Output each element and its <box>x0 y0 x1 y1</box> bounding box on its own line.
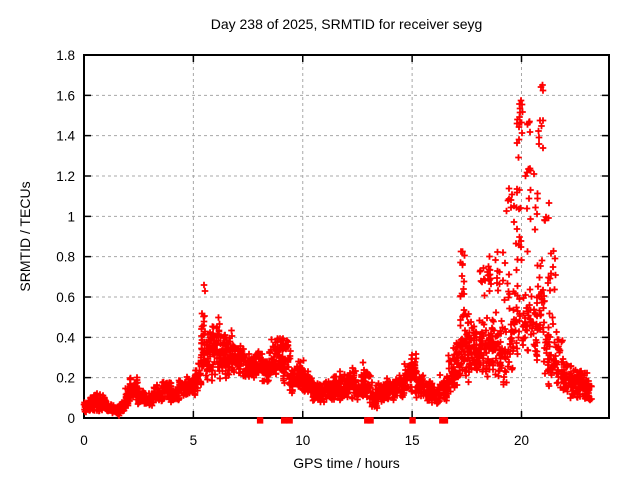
y-tick-label: 1.8 <box>56 48 75 63</box>
x-tick-label: 0 <box>80 433 88 448</box>
y-tick-label: 0.2 <box>56 371 75 386</box>
x-axis-label: GPS time / hours <box>293 455 400 471</box>
flagged-zero-marker <box>441 417 449 424</box>
y-tick-label: 0.4 <box>56 330 75 345</box>
gridlines <box>84 55 609 418</box>
x-tick-label: 5 <box>190 433 198 448</box>
flagged-zero-marker <box>364 417 371 424</box>
scatter-points <box>80 81 595 419</box>
flagged-zero-marker <box>409 417 416 424</box>
chart-title: Day 238 of 2025, SRMTID for receiver sey… <box>211 16 483 32</box>
x-tick-label: 15 <box>405 433 420 448</box>
axis-ticks <box>83 54 609 419</box>
y-tick-label: 1.6 <box>56 88 75 103</box>
y-tick-label: 1.4 <box>56 129 75 144</box>
plot-border <box>83 54 610 419</box>
flagged-zero-marker <box>367 417 374 424</box>
y-tick-label: 0.8 <box>56 250 75 265</box>
x-tick-label: 10 <box>295 433 310 448</box>
y-tick-label: 0 <box>67 411 75 426</box>
flagged-zero-marker <box>286 417 293 424</box>
flagged-zero-marker <box>280 417 288 424</box>
flagged-zero-points <box>256 417 449 424</box>
y-tick-label: 1.2 <box>56 169 75 184</box>
y-tick-label: 0.6 <box>56 290 75 305</box>
y-axis-label: SRMTID / TECUs <box>17 181 33 291</box>
y-tick-label: 1 <box>67 209 75 224</box>
x-tick-label: 20 <box>514 433 529 448</box>
flagged-zero-marker <box>256 417 264 424</box>
